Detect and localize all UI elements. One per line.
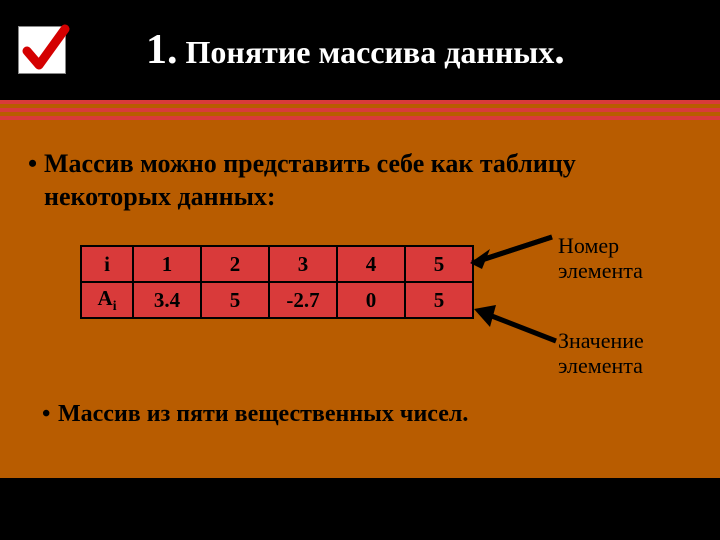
value-cell: -2.7 [269,282,337,318]
array-table: i 1 2 3 4 5 Ai 3.4 5 -2.7 0 5 [80,245,474,319]
bullet-1: • Массив можно представить себе как табл… [28,148,692,213]
index-label-line1: Номер [558,233,619,258]
title-text: Понятие массива данных [178,34,555,70]
arrow-index-icon [456,229,556,275]
slide-header: 1. Понятие массива данных. [0,0,720,100]
index-label-line2: элемента [558,258,643,283]
slide-content: • Массив можно представить себе как табл… [0,120,720,428]
bullet-marker: • [28,148,36,181]
index-header-cell: i [81,246,133,282]
bullet-2-text: Массив из пяти вещественных чисел. [58,401,468,428]
value-header-cell: Ai [81,282,133,318]
index-cell: 4 [337,246,405,282]
decorative-stripes [0,100,720,120]
title-dot: . [167,27,178,73]
title-number: 1 [146,27,167,73]
slide-footer [0,478,720,540]
bullet-marker: • [42,401,50,428]
table-row: Ai 3.4 5 -2.7 0 5 [81,282,473,318]
value-label-line1: Значение [558,328,644,353]
row-label-sub: i [113,298,117,313]
checkbox-icon [18,26,66,74]
value-cell: 3.4 [133,282,201,318]
slide-title: 1. Понятие массива данных. [146,26,565,74]
index-label: Номер элемента [558,233,643,284]
title-end-dot: . [554,27,565,73]
value-label-line2: элемента [558,353,643,378]
value-cell: 5 [201,282,269,318]
bullet-1-text: Массив можно представить себе как таблиц… [44,148,692,213]
array-diagram: i 1 2 3 4 5 Ai 3.4 5 -2.7 0 5 [28,233,692,393]
stripe [0,116,720,120]
bullet-2: • Массив из пяти вещественных чисел. [42,401,692,428]
index-cell: 1 [133,246,201,282]
value-label: Значение элемента [558,328,644,379]
index-cell: 3 [269,246,337,282]
arrow-value-icon [460,299,560,349]
row-label: A [98,286,113,310]
table-row: i 1 2 3 4 5 [81,246,473,282]
index-cell: 2 [201,246,269,282]
checkmark-icon [21,21,73,77]
value-cell: 0 [337,282,405,318]
